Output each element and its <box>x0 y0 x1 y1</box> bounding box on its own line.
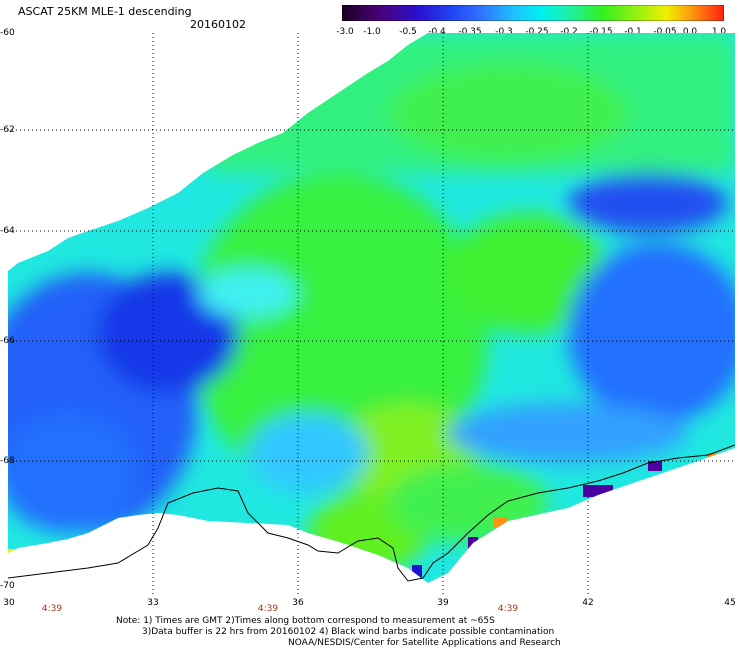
map-date: 20160102 <box>190 18 246 31</box>
note-line-1: Note: 1) Times are GMT 2)Times along bot… <box>116 616 495 626</box>
colorbar-tick-label: -0.3 <box>495 27 513 37</box>
time-label-2: 4:39 <box>257 604 279 614</box>
colorbar-tick-label: -0.15 <box>589 27 613 37</box>
lat-label-4: -66 <box>0 336 15 346</box>
time-label-1: 4:39 <box>41 604 63 614</box>
lat-label-6: -70 <box>0 581 15 591</box>
colorbar-tick-label: -0.4 <box>428 27 446 37</box>
lon-label-2: 33 <box>147 598 159 608</box>
wind-speed-field <box>8 33 735 583</box>
lon-label-6: 45 <box>724 598 736 608</box>
lat-label-1: -60 <box>0 28 15 38</box>
lat-label-2: -62 <box>0 125 15 135</box>
lon-label-4: 39 <box>437 598 449 608</box>
note-line-3: NOAA/NESDIS/Center for Satellite Applica… <box>288 638 561 648</box>
time-label-3: 4:39 <box>497 604 519 614</box>
map-svg <box>8 33 735 595</box>
colorbar-tick-label: -1.0 <box>363 27 381 37</box>
colorbar-tick-label: 1.0 <box>711 27 727 37</box>
colorbar-labels: -3.0 -1.0 -0.5 -0.4 -0.35 -0.3 -0.25 -0.2 -0.15 -… <box>327 27 727 39</box>
lat-label-3: -64 <box>0 226 15 236</box>
lon-label-1: 30 <box>3 598 15 608</box>
lon-label-3: 36 <box>292 598 304 608</box>
note-line-2: 3)Data buffer is 22 hrs from 20160102 4)… <box>142 627 555 637</box>
colorbar <box>342 5 724 21</box>
colorbar-tick-label: -0.2 <box>560 27 578 37</box>
colorbar-tick-label: -3.0 <box>336 27 354 37</box>
map-panel <box>8 33 735 595</box>
coastline <box>8 444 735 582</box>
colorbar-tick-label: -0.05 <box>653 27 677 37</box>
lon-label-5: 42 <box>582 598 594 608</box>
colorbar-tick-label: -0.5 <box>399 27 417 37</box>
graticule <box>8 33 735 595</box>
map-title: ASCAT 25KM MLE-1 descending <box>18 5 192 18</box>
lat-label-5: -68 <box>0 456 15 466</box>
colorbar-tick-label: -0.35 <box>458 27 482 37</box>
colorbar-tick-label: -0.1 <box>624 27 642 37</box>
footnotes: Note: 1) Times are GMT 2)Times along bot… <box>116 616 561 649</box>
colorbar-tick-label: 0.0 <box>682 27 698 37</box>
colorbar-tick-label: -0.25 <box>525 27 549 37</box>
